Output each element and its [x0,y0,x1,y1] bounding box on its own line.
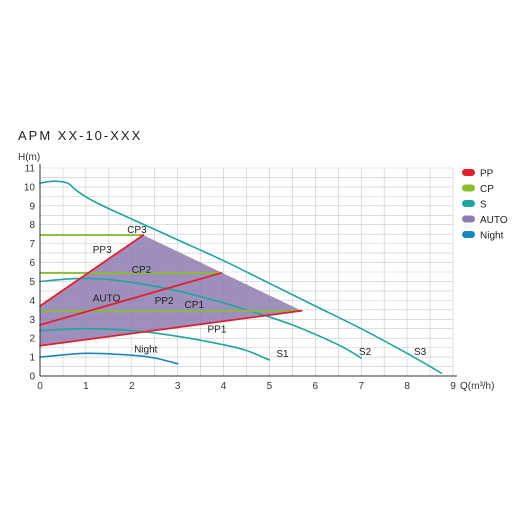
legend-label-cp: CP [480,184,494,195]
curve-label-s3: S3 [414,347,427,358]
curve-label-night: Night [134,344,158,355]
series-pp2 [39,272,223,326]
y-tick-label: 3 [29,315,35,326]
series-night [39,352,179,365]
series-s2 [39,277,362,359]
series-pp3 [39,234,145,307]
y-tick-label: 7 [29,239,35,250]
curve-label-cp1: CP1 [185,300,205,311]
x-tick-label: 0 [37,381,43,392]
series-s1 [39,327,271,361]
y-tick-label: 2 [29,334,35,345]
curve-label-pp2: PP2 [155,296,174,307]
curve-label-cp3: CP3 [127,225,147,236]
y-tick-label: 4 [29,296,35,307]
curve-label-cp2: CP2 [132,265,152,276]
x-axis-label: Q(m³/h) [460,381,494,392]
curve-labels: CP3 PP3 CP2 AUTO PP2 CP1 PP1 Night S1 S2 S3 [93,225,427,360]
legend-swatch-pp [462,169,475,176]
curve-label-pp3: PP3 [93,245,112,256]
x-tick-label: 6 [313,381,319,392]
curve-label-s2: S2 [359,347,372,358]
legend-swatch-auto [462,215,475,223]
y-tick-label: 6 [29,258,35,269]
legend-swatch-cp [462,184,475,192]
x-tick-label: 7 [358,381,364,392]
series-pp1 [39,309,303,347]
legend: PP CP S AUTO Night [462,169,508,242]
x-tick-label: 8 [404,381,410,392]
x-tick-label: 4 [221,381,227,392]
x-tick-label: 1 [83,381,89,392]
series-s3 [39,180,443,374]
series-layer [39,180,443,374]
grid [39,167,454,377]
legend-swatch-s [462,200,475,207]
x-tick-label: 5 [267,381,273,392]
y-tick-label: 5 [29,277,35,288]
y-tick-label: 9 [29,201,35,212]
curve-label-pp1: PP1 [207,325,226,336]
y-tick-label: 1 [29,353,35,364]
auto-area [40,235,302,346]
chart-title: APM XX-10-XXX [18,128,142,143]
auto-area-layer [40,235,302,346]
x-tick-label: 2 [129,381,135,392]
axes [39,164,457,377]
legend-label-pp: PP [480,169,494,180]
tick-labels: 0 1 2 3 4 5 6 7 8 9 0 1 2 3 4 5 6 7 8 9 10 11 [24,164,456,393]
curve-label-s1: S1 [276,349,289,360]
y-tick-label: 11 [25,164,36,175]
y-axis-label: H(m) [18,152,40,163]
legend-label-auto: AUTO [480,215,508,226]
curve-label-auto: AUTO [93,293,121,304]
x-tick-label: 3 [175,381,181,392]
legend-label-s: S [480,200,487,211]
y-tick-label: 0 [29,372,35,383]
y-tick-label: 8 [29,220,35,231]
legend-label-night: Night [480,231,504,242]
y-tick-label: 10 [24,182,36,193]
x-tick-label: 9 [450,381,456,392]
legend-swatch-night [462,231,475,238]
